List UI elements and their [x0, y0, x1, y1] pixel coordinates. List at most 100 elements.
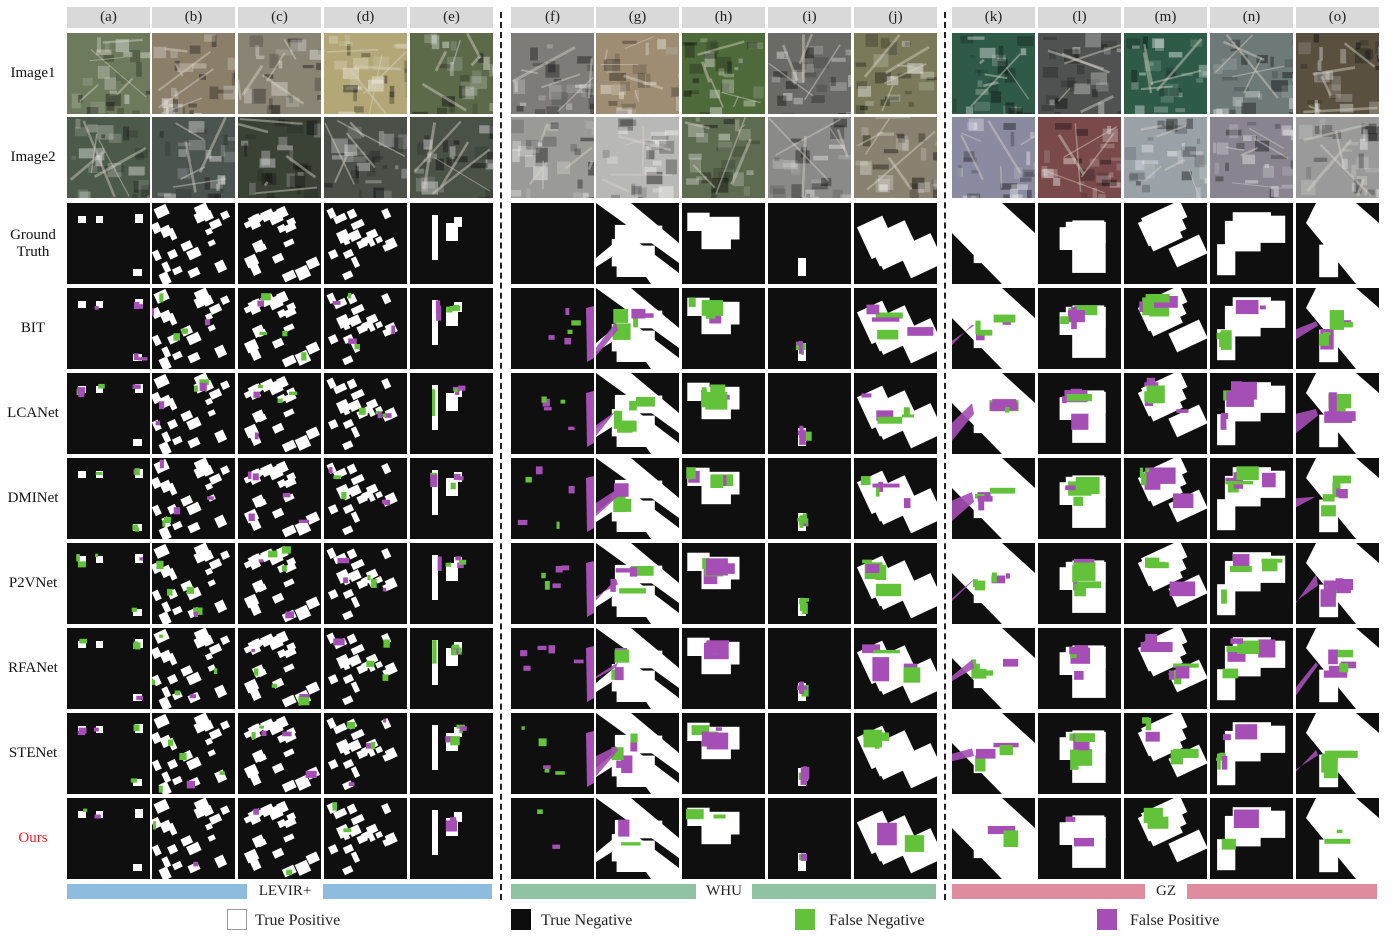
- ground-truth-mask: [1038, 203, 1121, 284]
- prediction-mask: [67, 798, 150, 879]
- input-image-tile: [596, 33, 679, 114]
- legend-swatch-false-negative: [795, 909, 815, 930]
- input-image-tile: [682, 33, 765, 114]
- prediction-mask: [1038, 798, 1121, 879]
- column-header: (b): [152, 7, 235, 28]
- input-image-tile: [768, 117, 851, 198]
- prediction-mask: [324, 373, 407, 454]
- prediction-mask: [596, 798, 679, 879]
- prediction-mask: [768, 713, 851, 794]
- prediction-mask: [952, 798, 1035, 879]
- prediction-mask: [152, 288, 235, 369]
- prediction-mask: [768, 628, 851, 709]
- prediction-mask: [238, 288, 321, 369]
- prediction-mask: [152, 798, 235, 879]
- prediction-mask: [1296, 458, 1379, 539]
- column-header: (a): [67, 7, 150, 28]
- input-image-tile: [1210, 117, 1293, 198]
- input-image-tile: [1296, 33, 1379, 114]
- prediction-mask: [596, 713, 679, 794]
- prediction-mask: [511, 628, 594, 709]
- column-header: (f): [511, 7, 594, 28]
- column-header: (j): [854, 7, 937, 28]
- prediction-mask: [854, 288, 937, 369]
- prediction-mask: [152, 458, 235, 539]
- prediction-mask: [854, 373, 937, 454]
- legend-label-true-negative: True Negative: [541, 912, 633, 929]
- input-image-tile: [67, 117, 150, 198]
- prediction-mask: [1124, 373, 1207, 454]
- input-image-tile: [1210, 33, 1293, 114]
- column-header: (d): [324, 7, 407, 28]
- ground-truth-mask: [410, 203, 493, 284]
- ground-truth-mask: [682, 203, 765, 284]
- prediction-mask: [324, 288, 407, 369]
- prediction-mask: [682, 628, 765, 709]
- prediction-mask: [1124, 713, 1207, 794]
- column-header: (h): [682, 7, 765, 28]
- prediction-mask: [511, 713, 594, 794]
- input-image-tile: [854, 33, 937, 114]
- prediction-mask: [1210, 373, 1293, 454]
- input-image-tile: [324, 33, 407, 114]
- input-image-tile: [152, 33, 235, 114]
- prediction-mask: [410, 628, 493, 709]
- input-image-tile: [324, 117, 407, 198]
- prediction-mask: [952, 543, 1035, 624]
- prediction-mask: [511, 458, 594, 539]
- ground-truth-mask: [596, 203, 679, 284]
- ground-truth-mask: [854, 203, 937, 284]
- prediction-mask: [238, 543, 321, 624]
- prediction-mask: [682, 543, 765, 624]
- prediction-mask: [596, 543, 679, 624]
- prediction-mask: [410, 798, 493, 879]
- prediction-mask: [768, 373, 851, 454]
- ground-truth-mask: [952, 203, 1035, 284]
- prediction-mask: [238, 713, 321, 794]
- prediction-mask: [410, 713, 493, 794]
- legend-swatch-true-negative: [511, 909, 531, 930]
- prediction-mask: [511, 373, 594, 454]
- row-label: DMINet: [7, 490, 59, 506]
- row-label: Image1: [10, 65, 56, 81]
- prediction-mask: [952, 458, 1035, 539]
- prediction-mask: [238, 628, 321, 709]
- input-image-tile: [952, 33, 1035, 114]
- prediction-mask: [1296, 288, 1379, 369]
- ground-truth-mask: [1124, 203, 1207, 284]
- input-image-tile: [152, 117, 235, 198]
- ground-truth-mask: [511, 203, 594, 284]
- prediction-mask: [511, 288, 594, 369]
- column-header: (i): [768, 7, 851, 28]
- legend-swatch-true-positive: [227, 909, 247, 930]
- input-image-tile: [854, 117, 937, 198]
- dataset-label: WHU: [696, 881, 752, 901]
- prediction-mask: [768, 458, 851, 539]
- prediction-mask: [1210, 288, 1293, 369]
- input-image-tile: [1038, 117, 1121, 198]
- ground-truth-mask: [1296, 203, 1379, 284]
- input-image-tile: [511, 33, 594, 114]
- prediction-mask: [682, 713, 765, 794]
- prediction-mask: [67, 713, 150, 794]
- prediction-mask: [952, 628, 1035, 709]
- prediction-mask: [67, 458, 150, 539]
- input-image-tile: [410, 33, 493, 114]
- prediction-mask: [682, 373, 765, 454]
- prediction-mask: [596, 628, 679, 709]
- group-separator: [944, 12, 946, 900]
- prediction-mask: [1296, 713, 1379, 794]
- input-image-tile: [682, 117, 765, 198]
- input-image-tile: [1124, 117, 1207, 198]
- input-image-tile: [596, 117, 679, 198]
- prediction-mask: [511, 543, 594, 624]
- column-header: (n): [1210, 7, 1293, 28]
- row-label: Ground Truth: [10, 226, 56, 260]
- prediction-mask: [1296, 543, 1379, 624]
- column-header: (g): [596, 7, 679, 28]
- prediction-mask: [324, 628, 407, 709]
- input-image-tile: [410, 117, 493, 198]
- prediction-mask: [152, 373, 235, 454]
- prediction-mask: [1038, 713, 1121, 794]
- dataset-label: LEVIR+: [247, 881, 323, 901]
